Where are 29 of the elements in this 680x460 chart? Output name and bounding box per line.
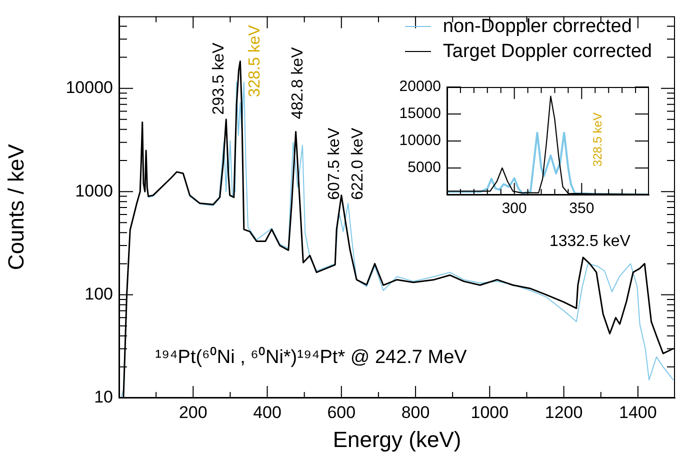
y-tick-label: 10000 [399,132,441,150]
y-tick-label: 10000 [66,78,113,98]
x-tick-label: 400 [253,402,282,422]
x-tick-label: 800 [401,402,430,422]
annotation: ¹⁹⁴Pt(⁶⁰Ni , ⁶⁰Ni*)¹⁹⁴Pt* @ 242.7 MeV [155,346,468,368]
annotation: 1332.5 keV [549,232,631,250]
annotation: 482.8 keV [289,46,306,120]
legend-label: non-Doppler corrected [442,16,632,37]
y-axis-title: Counts / keV [3,144,28,270]
x-tick-label: 1400 [619,402,657,422]
x-tick-label: 200 [178,402,208,422]
y-tick-label: 10 [94,388,113,407]
x-tick-label: 600 [327,402,356,422]
x-tick-label: 350 [569,200,594,218]
y-tick-label: 5000 [408,159,441,176]
y-tick-label: 20000 [399,78,441,96]
x-tick-label: 1000 [470,402,509,422]
x-axis-title: Energy (keV) [332,426,462,452]
annotation: 328.5 keV [590,112,604,167]
legend-label: Target Doppler corrected [442,41,652,62]
annotation: 328.5 keV [246,24,264,98]
annotation: 607.5 keV [326,127,344,200]
y-tick-label: 1000 [75,181,113,200]
y-tick-label: 100 [84,284,113,304]
x-tick-label: 300 [502,200,527,218]
y-tick-label: 15000 [399,105,441,122]
x-tick-label: 1200 [544,402,583,422]
annotation: 293.5 keV [210,42,228,115]
annotation: 622.0 keV [349,127,366,200]
